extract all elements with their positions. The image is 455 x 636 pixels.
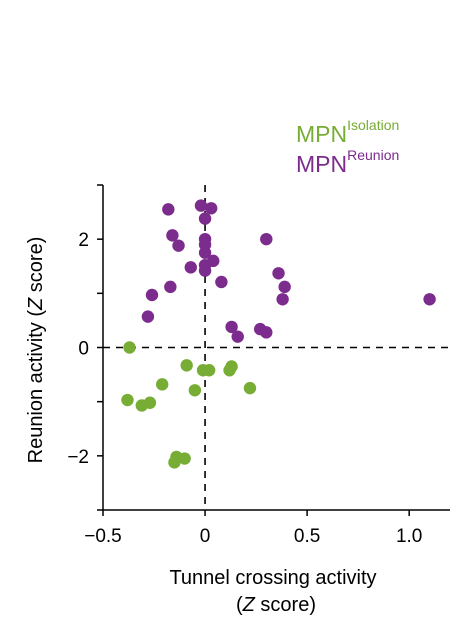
reunion-point [278,280,291,294]
reunion-point [204,202,218,215]
isolation-point [123,341,136,354]
y-tick-label: 2 [78,230,89,251]
reunion-point [423,293,436,306]
legend-reunion: MPNReunion [296,147,399,177]
x-axis-label-italic: Z [242,594,256,616]
x-axis-label-line1: Tunnel crossing activity [169,567,376,589]
reunion-point [164,280,177,294]
reunion-point [231,330,244,343]
legend-isolation-base: MPN [296,121,347,147]
reunion-point [184,261,197,274]
reunion-point [172,239,185,252]
y-axis-label-suffix: score) [25,237,47,298]
reunion-point [145,288,159,302]
reunion-point [260,326,273,339]
reunion-point [225,320,238,334]
axes: −2 0 2 −0.5 0 0.5 1.0 [67,184,450,547]
reunion-point [276,293,289,306]
isolation-point [180,359,193,372]
x-tick-label: 1.0 [396,526,422,547]
x-axis-label-open: ( [236,594,243,616]
reunion-point [272,267,285,280]
x-tick-label: 0 [200,526,211,547]
isolation-point [178,452,191,465]
reunion-point [166,229,179,242]
reunion-point [141,310,155,323]
isolation-point [202,364,216,377]
reunion-point [198,212,212,225]
x-axis-label-line2: (Z score) [236,594,316,616]
x-axis-label-rest: score) [255,594,316,616]
reunion-point [198,246,212,259]
y-axis-label-prefix: Reunion activity ( [25,310,47,464]
y-tick-label: −2 [67,447,89,468]
legend-isolation: MPNIsolation [296,117,399,147]
legend-reunion-sup: Reunion [347,147,399,163]
reunion-point [260,232,273,246]
x-tick-label: −0.5 [84,526,122,547]
reference-lines [103,185,450,510]
y-axis-label: Reunion activity (Z score) [25,237,47,464]
reunion-point [207,254,220,268]
reunion-point [162,203,175,216]
x-tick-label: 0.5 [294,526,320,547]
reunion-point [215,275,228,289]
isolation-point [188,384,202,397]
y-axis-label-italic: Z [25,297,47,311]
isolation-point [225,360,238,373]
data-points [121,199,436,469]
legend-reunion-base: MPN [296,151,347,177]
isolation-point [168,456,181,469]
y-tick-label: 0 [78,339,89,360]
isolation-point [155,378,169,391]
legend-isolation-sup: Isolation [347,117,399,133]
reunion-point [198,264,212,277]
isolation-point [143,396,157,409]
isolation-point [243,381,257,395]
reunion-point [194,199,208,212]
isolation-point [121,393,134,407]
